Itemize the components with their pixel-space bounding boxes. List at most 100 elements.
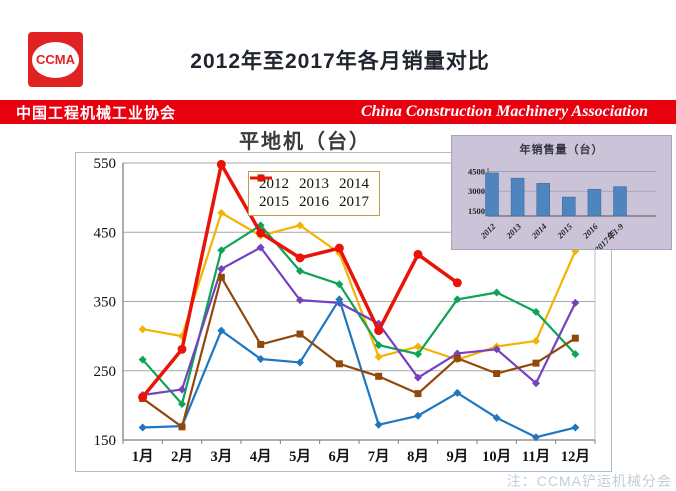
x-tick-label: 2月 xyxy=(171,448,193,465)
series-line-2016 xyxy=(141,276,577,428)
legend-label-2013: 2013 xyxy=(299,176,329,192)
data-point xyxy=(414,390,422,398)
data-point xyxy=(335,280,344,289)
data-point xyxy=(217,208,226,217)
bar-2014 xyxy=(536,183,550,217)
series-line-2012 xyxy=(141,211,577,361)
data-point xyxy=(492,288,501,297)
legend-marker-2017 xyxy=(250,174,272,182)
banner-english-name: China Construction Machinery Association xyxy=(360,103,648,120)
bar-2012 xyxy=(485,172,499,217)
data-point xyxy=(178,399,186,408)
y-tick-label: 450 xyxy=(94,225,117,241)
data-point xyxy=(217,246,226,255)
legend-label-2014: 2014 xyxy=(339,176,369,192)
data-point xyxy=(138,423,147,432)
ccma-logo: CCMA xyxy=(28,32,83,87)
data-point xyxy=(335,360,343,368)
data-point xyxy=(217,273,225,281)
data-point xyxy=(335,295,344,304)
data-point xyxy=(296,358,304,367)
data-point xyxy=(453,354,461,362)
series-2016 xyxy=(139,273,579,431)
line-chart-title: 平地机（台） xyxy=(239,131,371,153)
legend-item-2015: 2015 xyxy=(250,174,289,211)
data-point xyxy=(375,372,383,380)
data-point xyxy=(138,325,147,334)
data-point xyxy=(493,370,501,378)
bar-2015 xyxy=(562,196,576,217)
data-point xyxy=(296,267,304,276)
x-tick-label: 11月 xyxy=(522,448,550,465)
data-point xyxy=(532,336,540,345)
watermark-text: 注：CCMA铲运机械分会 xyxy=(506,473,672,489)
data-point xyxy=(257,340,265,348)
data-point xyxy=(414,373,422,382)
data-point xyxy=(532,379,540,388)
inset-x-tick-label: 2015 xyxy=(554,221,574,241)
data-point xyxy=(256,228,266,238)
bar-2016 xyxy=(587,188,602,217)
data-point xyxy=(492,413,501,422)
y-tick-label: 250 xyxy=(94,364,117,380)
x-tick-label: 7月 xyxy=(368,448,390,465)
data-point xyxy=(413,249,423,259)
data-point xyxy=(571,350,580,359)
data-point xyxy=(571,334,579,342)
inset-x-tick-label: 2016 xyxy=(580,221,600,241)
bar-chart-title: 年销售量（台） xyxy=(519,144,604,156)
data-point xyxy=(138,355,147,364)
data-point xyxy=(296,221,304,230)
x-tick-label: 4月 xyxy=(250,448,272,465)
y-tick-label: 150 xyxy=(94,433,117,449)
inset-y-tick-label: 4500 xyxy=(468,167,485,177)
legend-item-2016: 2016 xyxy=(250,174,329,211)
data-point xyxy=(178,423,186,431)
inset-x-tick-label: 2017年1-9 xyxy=(592,221,626,249)
ccma-logo-text: CCMA xyxy=(36,52,75,67)
data-point xyxy=(257,174,265,182)
legend-label-2017: 2017 xyxy=(339,194,369,210)
data-point xyxy=(414,350,422,359)
x-tick-label: 10月 xyxy=(482,448,511,465)
y-tick-label: 350 xyxy=(94,295,117,311)
series-line-2014 xyxy=(141,246,577,397)
data-point xyxy=(374,341,383,350)
inset-x-tick-label: 2013 xyxy=(503,221,523,241)
series-2013 xyxy=(138,221,580,408)
ccma-logo-oval: CCMA xyxy=(32,41,79,78)
data-point xyxy=(453,388,462,397)
data-point xyxy=(453,295,462,304)
bar-2013 xyxy=(510,177,525,217)
x-tick-label: 1月 xyxy=(132,448,154,465)
legend-item-2014: 2014 xyxy=(250,174,369,193)
x-tick-label: 8月 xyxy=(407,448,429,465)
data-point xyxy=(256,243,265,252)
data-point xyxy=(216,159,226,169)
series-line-2013 xyxy=(141,224,577,406)
data-point xyxy=(138,392,148,402)
inset-x-tick-label: 2012 xyxy=(478,221,498,241)
data-point xyxy=(177,344,187,354)
x-tick-label: 6月 xyxy=(328,448,350,465)
inset-x-tick-label: 2014 xyxy=(529,221,549,241)
data-point xyxy=(452,278,462,288)
x-tick-label: 9月 xyxy=(446,448,468,465)
x-tick-label: 3月 xyxy=(210,448,232,465)
legend-label-2012: 2012 xyxy=(259,176,289,192)
data-point xyxy=(374,352,383,361)
x-tick-label: 5月 xyxy=(289,448,311,465)
data-point xyxy=(414,342,422,351)
data-point xyxy=(217,326,226,335)
legend-label-2015: 2015 xyxy=(259,194,289,210)
annual-bar-chart-panel: 年销售量（台） 1500 3000 4500 2012 2013 2014 2015 2016… xyxy=(451,135,672,250)
data-point xyxy=(492,345,501,354)
series-2017 xyxy=(138,159,462,402)
data-point xyxy=(414,411,422,420)
data-point xyxy=(532,433,540,442)
data-point xyxy=(334,243,344,253)
data-point xyxy=(296,296,304,305)
page-title: 2012年至2017年各月销量对比 xyxy=(190,50,490,73)
